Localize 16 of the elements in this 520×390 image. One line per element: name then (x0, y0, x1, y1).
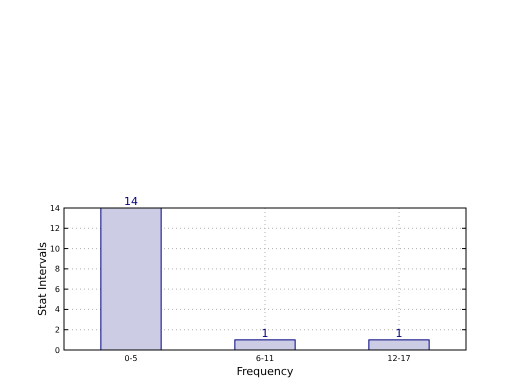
x-axis-title: Frequency (236, 365, 294, 378)
x-tick-label: 0-5 (124, 354, 138, 363)
y-tick-label: 12 (50, 224, 60, 234)
x-tick-label: 12-17 (387, 354, 411, 363)
x-tick-label: 6-11 (256, 354, 274, 363)
y-tick-label: 10 (50, 244, 60, 254)
y-tick-label: 14 (50, 204, 60, 213)
data-label: 14 (124, 195, 138, 208)
y-tick-label: 2 (54, 326, 60, 335)
y-tick-label: 4 (54, 305, 60, 314)
data-label: 1 (262, 326, 268, 340)
y-tick-label: 6 (54, 284, 60, 294)
y-tick-label: 8 (54, 264, 60, 274)
data-label: 1 (396, 326, 402, 340)
y-axis-title: Stat Intervals (36, 242, 49, 316)
y-tick-label: 0 (54, 346, 60, 355)
